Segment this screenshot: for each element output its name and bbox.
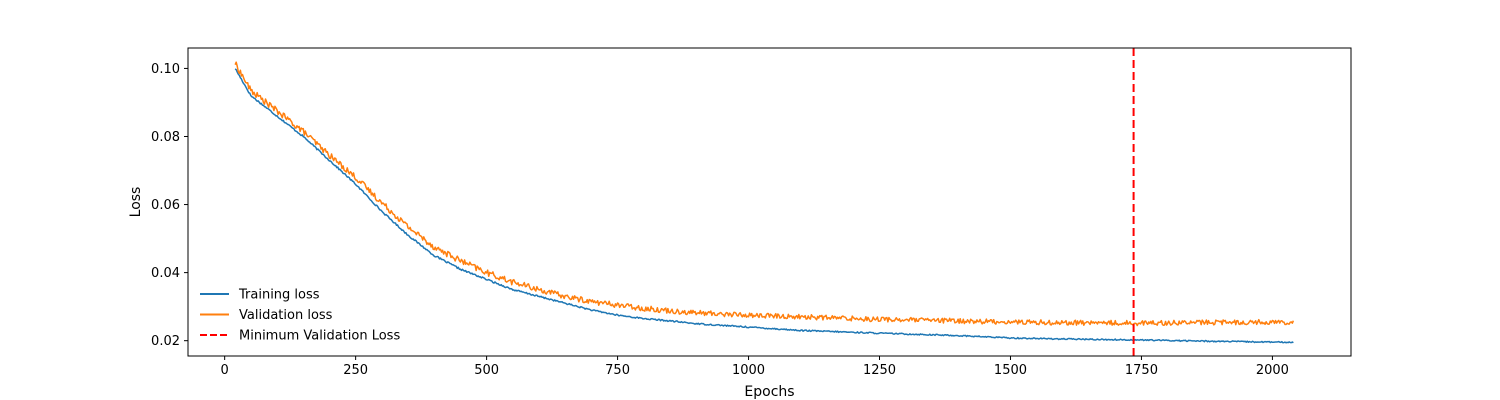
x-tick-label: 1000: [732, 363, 765, 378]
y-tick-label: 0.06: [151, 198, 180, 213]
y-axis-label: Loss: [128, 187, 144, 218]
legend-label: Minimum Validation Loss: [239, 329, 400, 344]
x-tick-label: 250: [343, 363, 368, 378]
x-tick-label: 1750: [1125, 363, 1158, 378]
x-axis-ticks: 0 250 500 750 1000 1250 1500 1750 2000: [221, 356, 1289, 378]
plot-frame: [187, 47, 1352, 357]
legend-label: Training loss: [238, 288, 320, 303]
x-tick-label: 0: [221, 363, 229, 378]
x-tick-label: 2000: [1256, 363, 1289, 378]
y-axis-ticks: 0.02 0.04 0.06 0.08 0.10: [151, 62, 188, 349]
validation-loss-line: [234, 61, 1295, 327]
plot-series: [234, 48, 1295, 356]
y-tick-label: 0.10: [151, 62, 180, 77]
x-axis-label: Epochs: [744, 384, 794, 400]
legend: Training loss Validation loss Minimum Vali…: [200, 288, 400, 344]
x-tick-label: 750: [605, 363, 630, 378]
x-tick-label: 1250: [863, 363, 896, 378]
y-tick-label: 0.08: [151, 130, 180, 145]
legend-label: Validation loss: [239, 308, 333, 323]
training-loss-line: [234, 68, 1294, 344]
x-tick-label: 1500: [994, 363, 1027, 378]
y-tick-label: 0.02: [151, 334, 180, 349]
x-tick-label: 500: [474, 363, 499, 378]
y-tick-label: 0.04: [151, 266, 180, 281]
